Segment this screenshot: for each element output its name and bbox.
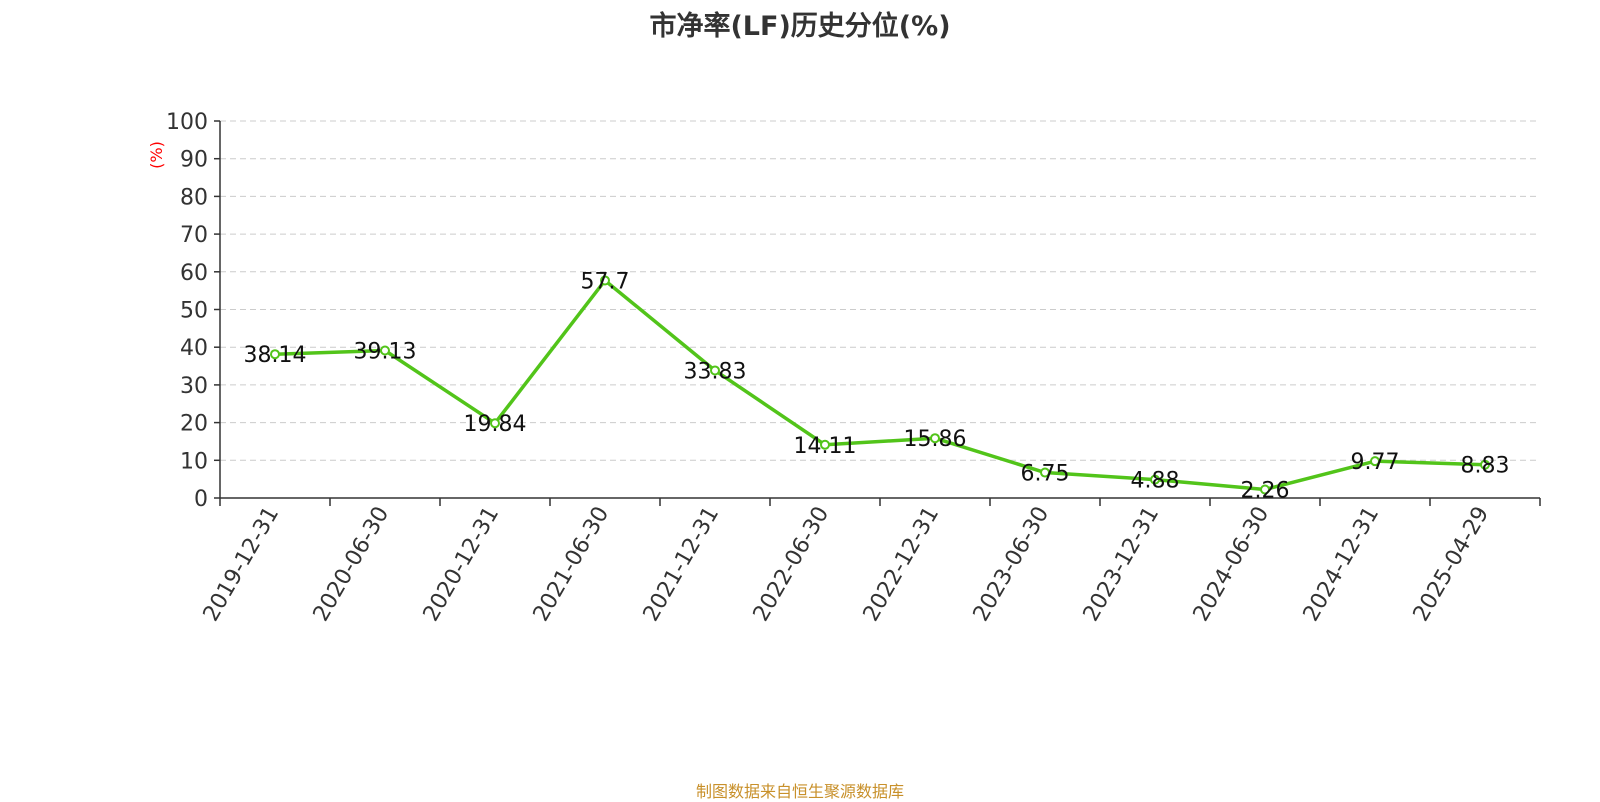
data-point <box>1480 459 1490 470</box>
x-tick-label: 2021-12-31 <box>639 503 725 626</box>
data-labels: 38.14 39.13 19.84 57.7 33.83 14.11 15.86 6.75 4.… <box>244 269 1510 503</box>
x-tick-label: 2023-12-31 <box>1079 503 1165 626</box>
x-tick-label: 2024-06-30 <box>1189 503 1275 626</box>
x-tick-label: 2020-06-30 <box>309 503 395 626</box>
data-label: 33.83 <box>684 359 747 384</box>
y-tick-label: 20 <box>180 412 208 437</box>
y-axis-label: (%) <box>147 141 166 169</box>
y-axis-ticks: 0 10 20 30 40 50 60 70 80 90 100 <box>166 110 220 512</box>
data-point <box>1040 467 1050 478</box>
data-label: 38.14 <box>244 343 307 368</box>
y-tick-label: 60 <box>180 261 208 286</box>
x-tick-label: 2019-12-31 <box>199 503 285 626</box>
y-tick-label: 50 <box>180 299 208 324</box>
data-point <box>490 418 500 429</box>
x-tick-label: 2020-12-31 <box>419 503 505 626</box>
y-tick-label: 100 <box>166 110 208 135</box>
y-tick-label: 90 <box>180 148 208 173</box>
x-tick-label: 2022-06-30 <box>749 503 835 626</box>
data-label: 8.83 <box>1461 454 1510 479</box>
x-tick-label: 2023-06-30 <box>969 503 1055 626</box>
data-point <box>270 349 280 360</box>
x-tick-label: 2024-12-31 <box>1299 503 1385 626</box>
x-axis-ticks: 2019-12-31 2020-06-30 2020-12-31 2021-06-30… <box>199 498 1541 626</box>
y-tick-label: 10 <box>180 449 208 474</box>
data-label: 15.86 <box>904 427 967 452</box>
grid-lines <box>220 120 1540 461</box>
data-label: 14.11 <box>794 434 857 459</box>
y-tick-label: 80 <box>180 185 208 210</box>
data-point <box>380 345 390 356</box>
data-point <box>600 275 610 286</box>
series-line <box>274 278 1486 492</box>
data-label: 19.84 <box>464 412 527 437</box>
y-tick-label: 40 <box>180 336 208 361</box>
x-tick-label: 2022-12-31 <box>859 503 945 626</box>
data-point <box>930 433 940 444</box>
y-tick-label: 0 <box>194 487 208 512</box>
x-tick-label: 2025-04-29 <box>1409 503 1495 626</box>
data-label: 2.26 <box>1241 478 1290 503</box>
chart-title: 市净率(LF)历史分位(%) <box>649 11 951 42</box>
data-label: 39.13 <box>354 339 417 364</box>
source-note: 制图数据来自恒生聚源数据库 <box>695 782 904 801</box>
data-point <box>820 439 830 450</box>
x-tick-label: 2021-06-30 <box>529 503 615 626</box>
y-tick-label: 70 <box>180 223 208 248</box>
data-point <box>710 365 720 376</box>
data-point <box>1370 456 1380 467</box>
data-point <box>1260 484 1270 495</box>
y-tick-label: 30 <box>180 374 208 399</box>
data-label: 9.77 <box>1351 450 1400 475</box>
data-label: 4.88 <box>1131 469 1180 494</box>
data-label: 57.7 <box>581 269 630 294</box>
series-group <box>270 275 1490 495</box>
data-point <box>1150 474 1160 485</box>
data-label: 6.75 <box>1021 462 1070 487</box>
